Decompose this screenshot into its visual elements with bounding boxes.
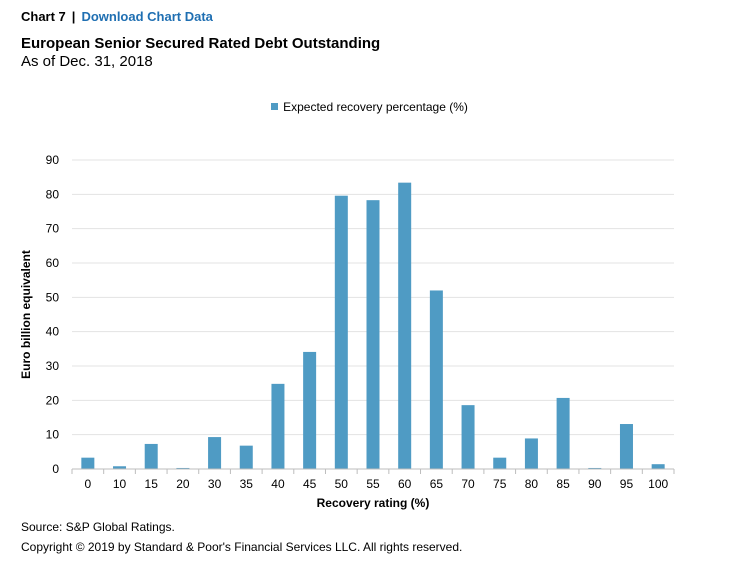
y-tick-label: 30: [46, 359, 60, 373]
chart-title: European Senior Secured Rated Debt Outst…: [21, 35, 381, 52]
x-tick-label: 40: [271, 477, 285, 491]
x-tick-label: 60: [398, 477, 412, 491]
bar: [619, 424, 633, 469]
x-tick-label: 50: [335, 477, 349, 491]
x-tick-label: 80: [525, 477, 539, 491]
bar: [176, 467, 190, 469]
bar: [493, 457, 507, 469]
bar: [334, 195, 348, 469]
x-tick-label: 75: [493, 477, 507, 491]
bar: [461, 405, 475, 469]
bar: [208, 437, 222, 469]
bar: [398, 182, 412, 469]
y-tick-label: 50: [46, 290, 60, 304]
download-chart-data-link[interactable]: Download Chart Data: [81, 9, 213, 24]
chart-subtitle: As of Dec. 31, 2018: [21, 53, 153, 70]
bar: [271, 383, 285, 469]
y-tick-labels: 0 10 20 30 40 50 60 70 80 90: [46, 153, 60, 476]
x-tick-label: 90: [588, 477, 602, 491]
x-tick-label: 0: [84, 477, 91, 491]
y-tick-label: 0: [52, 462, 59, 476]
x-tick-label: 65: [430, 477, 444, 491]
x-tick-labels: 0 10 15 20 30 35 40 45 50 55 60 65 70 75 80 85 90 95 100: [84, 477, 668, 491]
y-tick-label: 10: [46, 428, 60, 442]
y-tick-label: 70: [46, 222, 60, 236]
bar: [524, 438, 538, 469]
chart-legend: Expected recovery percentage (%): [0, 100, 739, 114]
y-tick-label: 90: [46, 153, 60, 167]
x-tick-marks: [71, 469, 675, 474]
bar: [239, 445, 253, 469]
bar: [303, 351, 317, 469]
bar: [144, 443, 158, 469]
bar: [556, 397, 570, 469]
x-axis-label: Recovery rating (%): [317, 496, 430, 510]
y-tick-label: 40: [46, 325, 60, 339]
x-tick-label: 85: [556, 477, 570, 491]
y-tick-label: 20: [46, 393, 60, 407]
chart-header: Chart 7 | Download Chart Data: [21, 9, 213, 24]
bar: [113, 466, 127, 469]
legend-entry-label: Expected recovery percentage (%): [283, 100, 468, 114]
bar: [588, 467, 602, 469]
header-separator: |: [71, 9, 76, 24]
x-tick-label: 95: [620, 477, 634, 491]
y-axis-label: Euro billion equivalent: [19, 250, 33, 379]
y-tick-label: 60: [46, 256, 60, 270]
source-note: Source: S&P Global Ratings.: [21, 520, 175, 534]
bar: [81, 457, 95, 469]
x-tick-label: 55: [366, 477, 380, 491]
chart-number-label: Chart 7: [21, 9, 66, 24]
x-tick-label: 20: [176, 477, 190, 491]
x-tick-label: 15: [145, 477, 159, 491]
x-tick-label: 30: [208, 477, 222, 491]
x-tick-label: 10: [113, 477, 127, 491]
legend-swatch: [271, 103, 279, 110]
x-tick-label: 70: [461, 477, 475, 491]
bar: [429, 290, 443, 469]
x-tick-label: 100: [648, 477, 668, 491]
x-tick-label: 35: [240, 477, 254, 491]
bar: [366, 200, 380, 470]
bar: [651, 464, 665, 469]
bars: [81, 182, 665, 470]
y-tick-label: 80: [46, 187, 60, 201]
copyright-note: Copyright © 2019 by Standard & Poor's Fi…: [21, 540, 463, 554]
x-tick-label: 45: [303, 477, 317, 491]
